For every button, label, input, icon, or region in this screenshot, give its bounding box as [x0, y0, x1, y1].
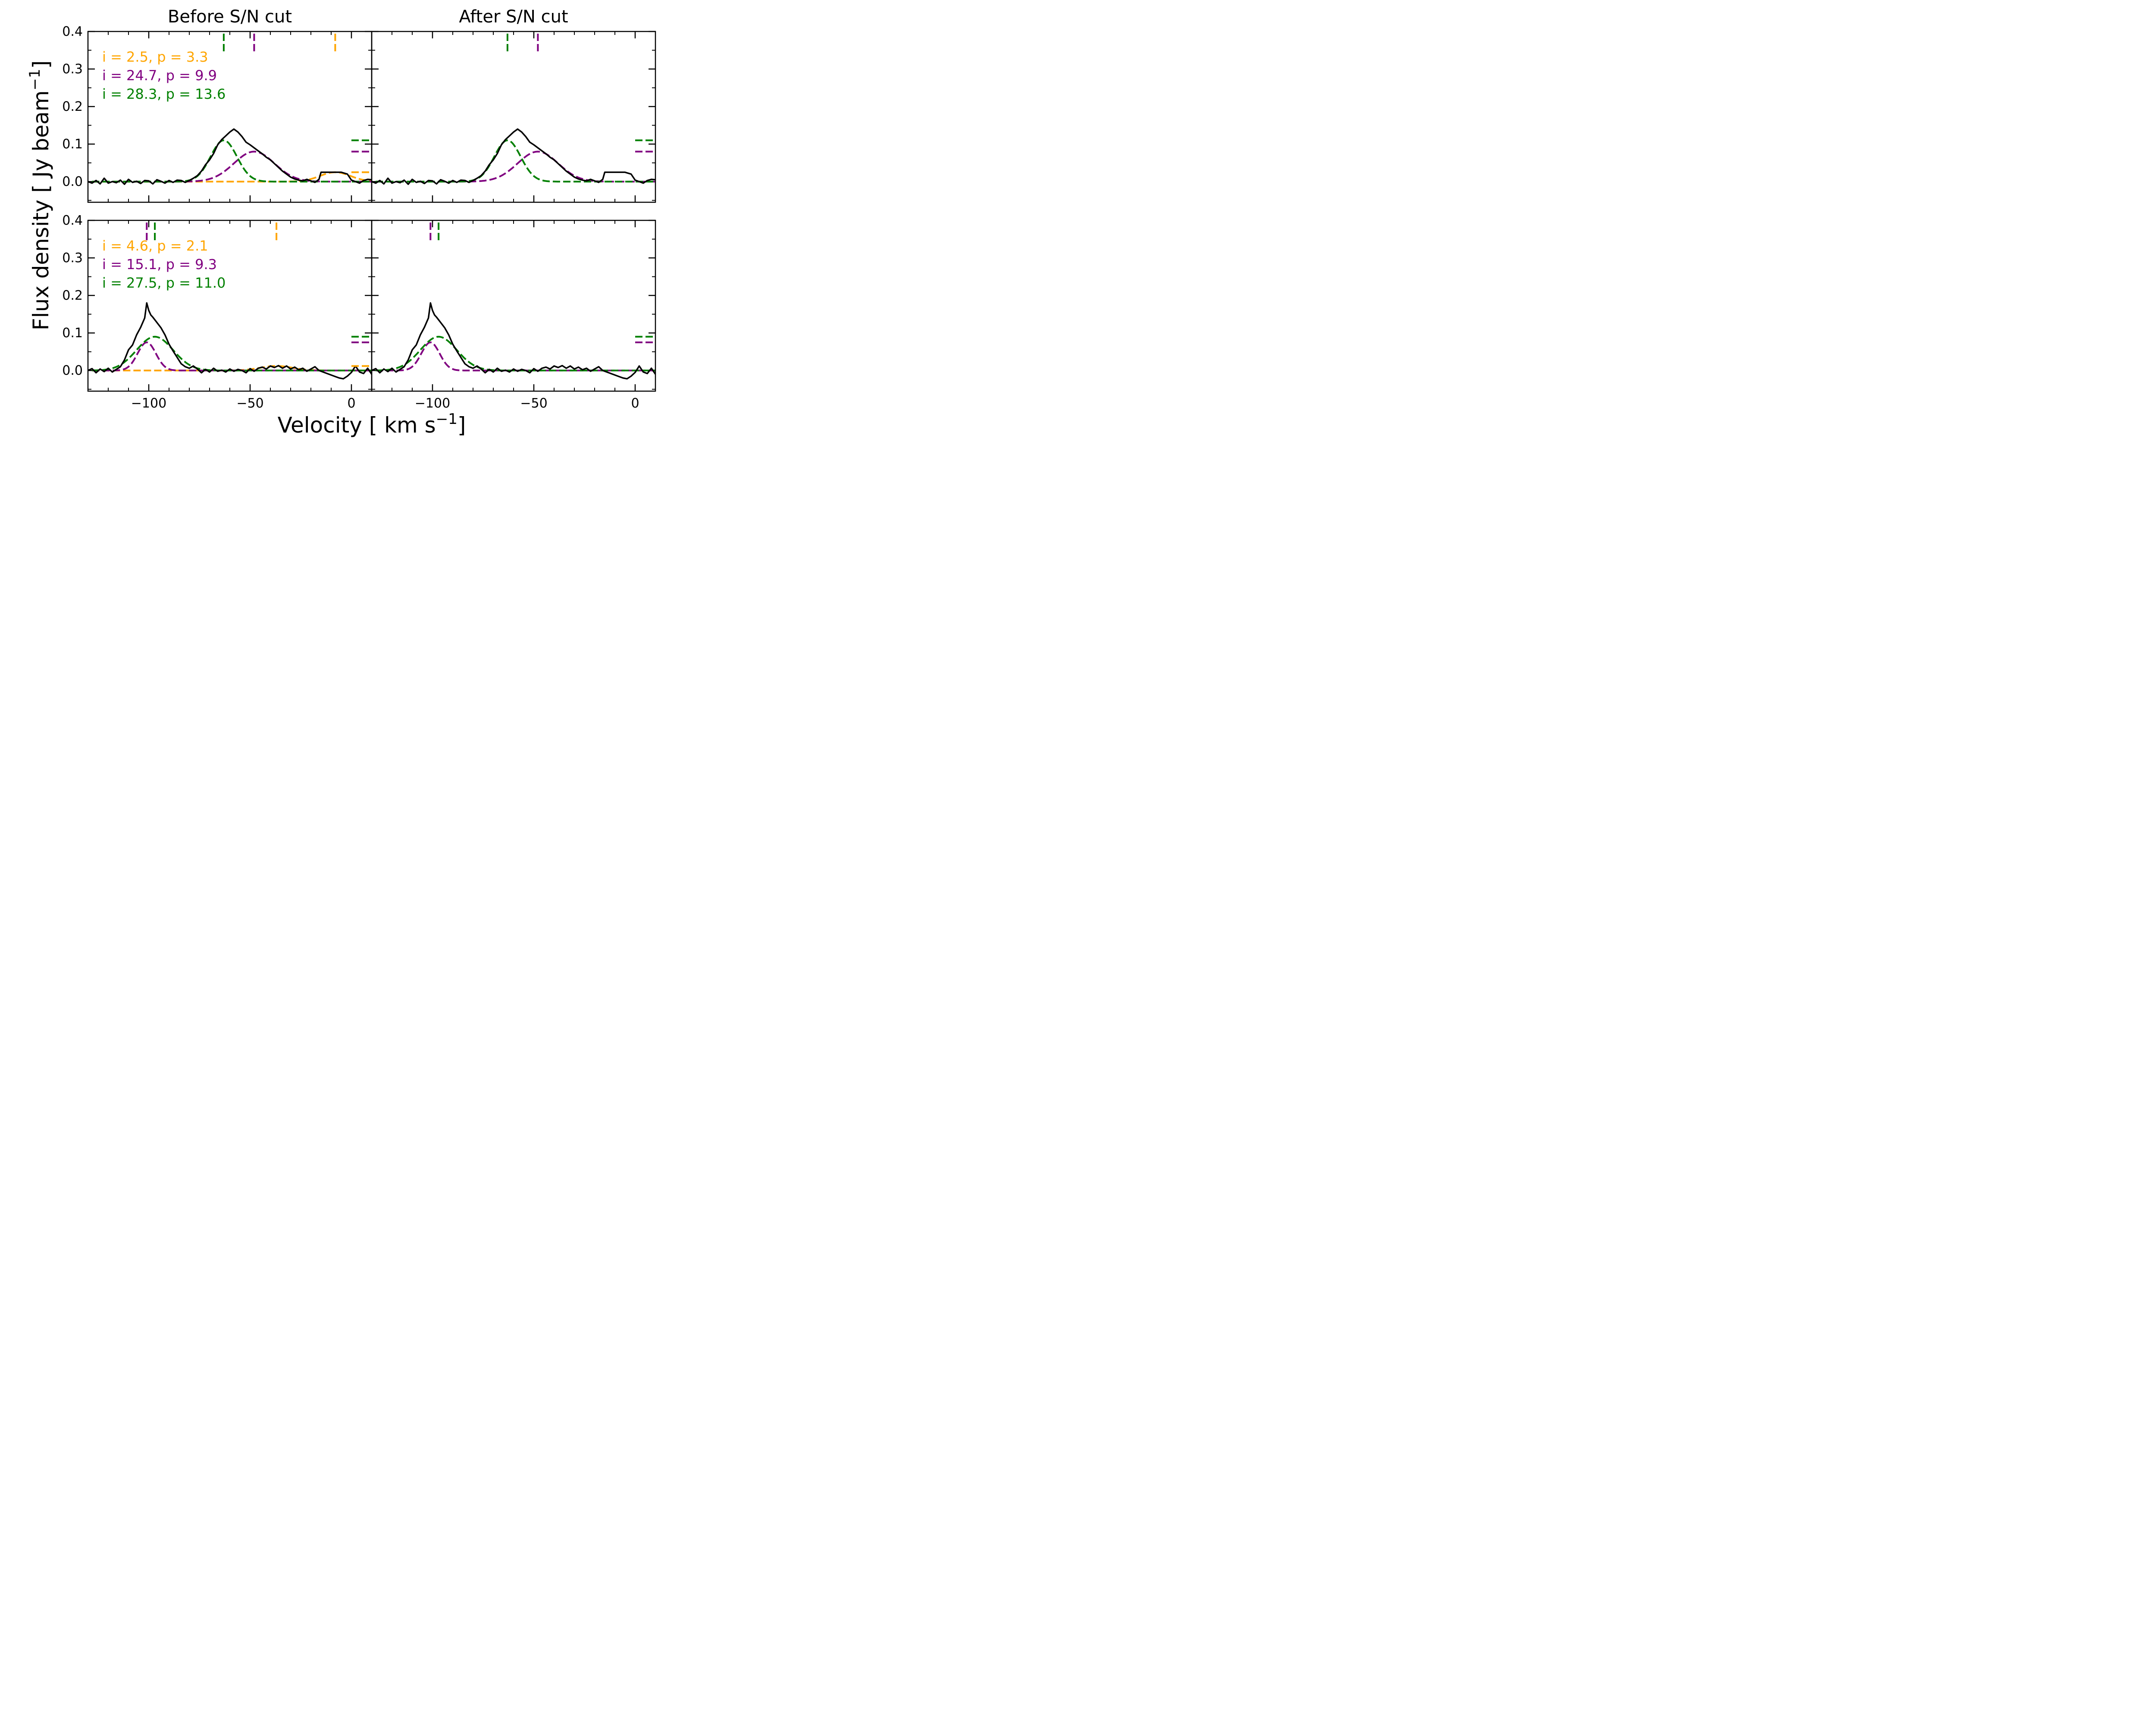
x-tick-label: −50	[520, 396, 547, 411]
gaussian-component-purple	[92, 151, 372, 183]
spectrum-line	[88, 128, 372, 185]
column-title-before: Before S/N cut	[168, 7, 292, 27]
x-tick-label: 0	[631, 396, 639, 411]
gaussian-component-orange	[92, 171, 372, 183]
spectrum-line	[372, 128, 655, 185]
x-axis-label-sup: −1	[436, 411, 458, 428]
panel-frame	[371, 31, 656, 203]
gaussian-component-purple	[376, 151, 655, 183]
y-tick-label: 0.2	[62, 288, 83, 303]
gaussian-component-green	[92, 139, 372, 183]
y-tick-label: 0.1	[62, 326, 83, 341]
x-tick-label: −100	[131, 396, 166, 411]
gaussian-component-green	[376, 139, 655, 183]
panel-frame	[371, 220, 656, 392]
y-tick-label: 0.2	[62, 99, 83, 114]
x-axis-label-main: Velocity [ km s	[278, 413, 436, 438]
panels: 0.0 0.1 0.2 0.3 0.4 i = 2.5, p = 3.3 i = 24.7,…	[62, 24, 656, 411]
x-tick-label: −100	[415, 396, 450, 411]
y-axis-label-end: ]	[28, 60, 53, 69]
y-axis-label-sup: −1	[26, 69, 44, 90]
panel-top-before: 0.0 0.1 0.2 0.3 0.4 i = 2.5, p = 3.3 i = 24.7,…	[62, 24, 373, 203]
y-tick-label: 0.4	[62, 24, 83, 39]
spectrum-line	[88, 302, 372, 380]
x-axis-label: Velocity [ km s−1]	[278, 411, 466, 438]
gaussian-component-green	[92, 336, 372, 372]
fit-annotation-orange: i = 2.5, p = 3.3	[102, 49, 208, 65]
plot-area	[372, 223, 655, 380]
fit-annotation-orange: i = 4.6, p = 2.1	[102, 238, 208, 254]
column-title-after: After S/N cut	[459, 7, 568, 27]
panel-top-after	[371, 31, 656, 203]
x-tick-label: −50	[236, 396, 263, 411]
figure: Before S/N cut After S/N cut 0.00.10.20.…	[26, 7, 656, 438]
plot-area	[88, 34, 372, 185]
y-tick-label: 0.3	[62, 62, 83, 77]
y-tick-label: 0.4	[62, 213, 83, 228]
gaussian-component-purple	[376, 341, 655, 372]
y-tick-label: 0.0	[62, 363, 83, 378]
x-tick-label: 0	[347, 396, 355, 411]
y-tick-label: 0.1	[62, 137, 83, 152]
spectrum-line	[372, 302, 655, 380]
gaussian-component-green	[376, 336, 655, 372]
fit-annotation-purple: i = 24.7, p = 9.9	[102, 67, 217, 84]
plot-area	[88, 223, 372, 380]
y-axis-label: Flux density [ Jy beam−1]	[26, 60, 53, 330]
fit-annotation-green: i = 27.5, p = 11.0	[102, 275, 226, 291]
panel-bottom-before: −100 −50 0 0.0 0.1 0.2 0.3 0.4 i = 4.6, p = 2.1 i…	[62, 213, 373, 411]
panel-bottom-after: −100 −50 0	[371, 220, 656, 411]
fit-annotation-green: i = 28.3, p = 13.6	[102, 86, 226, 102]
y-axis-label-main: Flux density [ Jy beam	[28, 91, 53, 331]
fit-annotation-purple: i = 15.1, p = 9.3	[102, 256, 217, 273]
gaussian-component-purple	[92, 341, 372, 372]
x-axis-label-end: ]	[458, 413, 466, 438]
plot-area	[372, 34, 655, 185]
y-tick-label: 0.0	[62, 174, 83, 189]
y-tick-label: 0.3	[62, 251, 83, 266]
